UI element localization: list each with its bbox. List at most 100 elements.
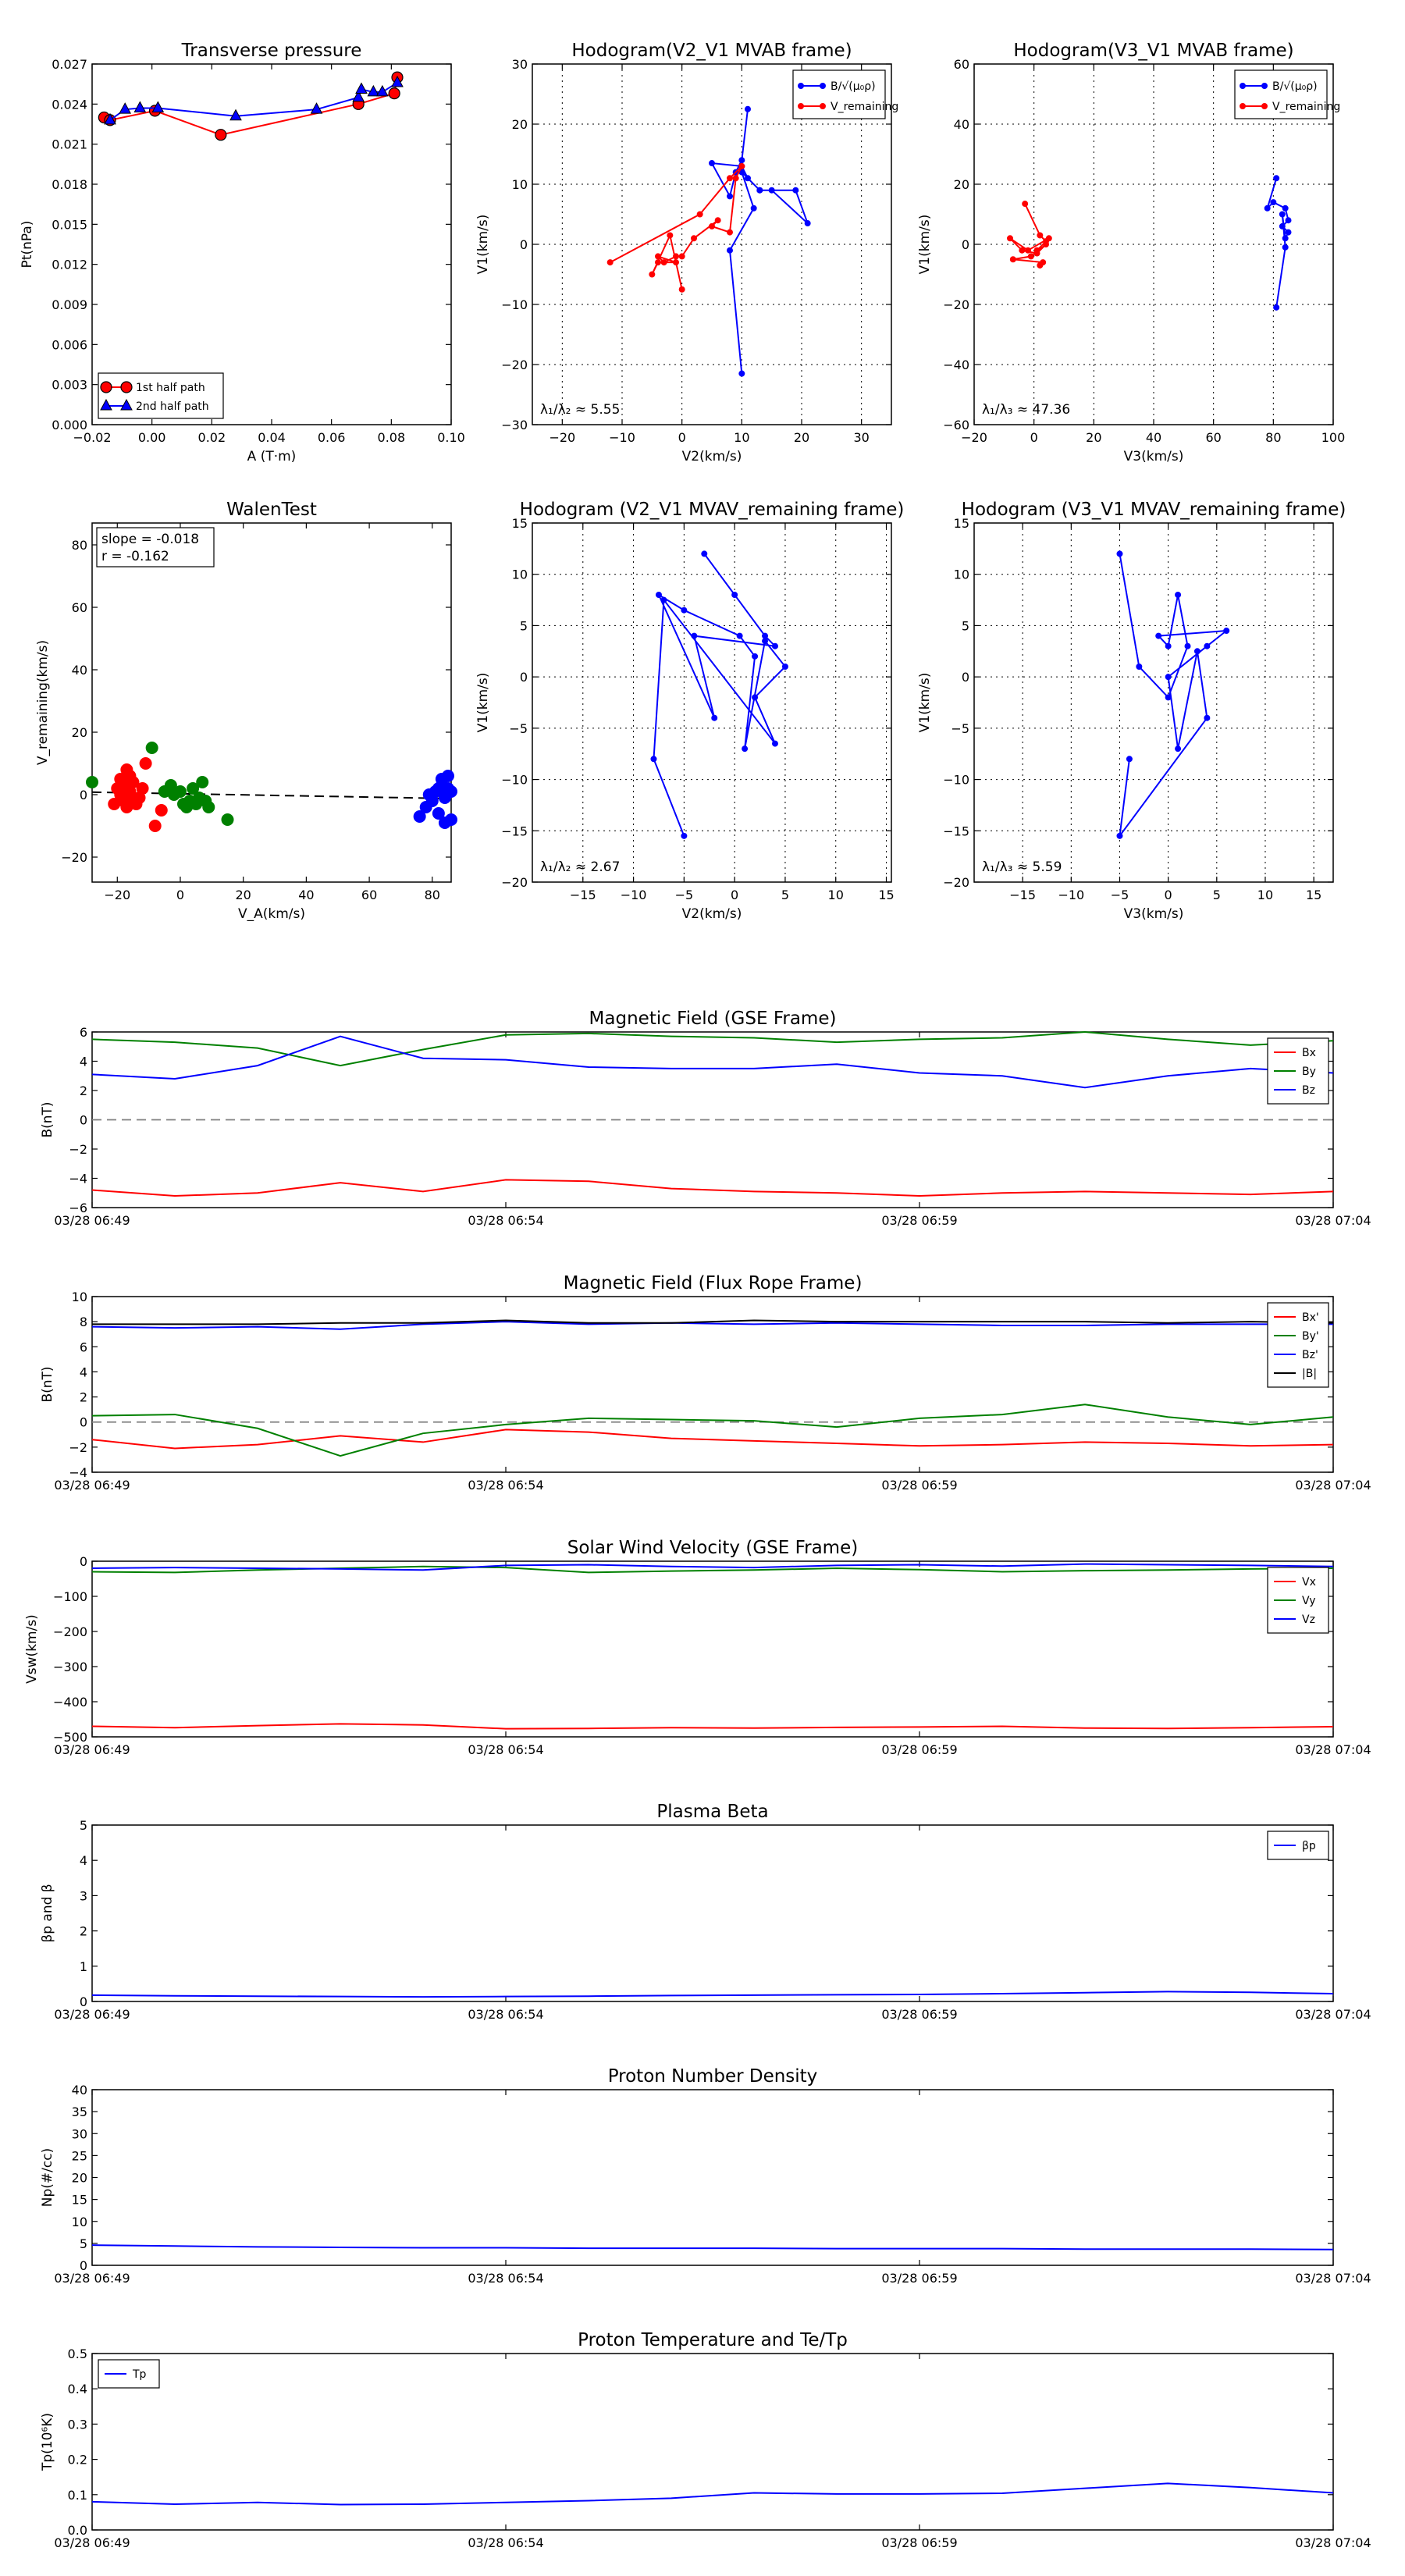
y-tick-label: −5 [509,721,528,736]
data-point [727,193,733,200]
eigenvalue-ratio-label: λ₁/λ₃ ≈ 47.36 [982,402,1070,418]
data-point [727,229,733,236]
x-tick-label: 0 [176,888,184,902]
y-axis-label: V_remaining(km/s) [35,640,51,765]
plot-frame [91,1560,1334,1738]
y-axis-label: Np(#/cc) [40,2148,55,2207]
data-point [100,381,112,393]
chart-transverse-pressure: −0.02 0.00 0.02 0.04 0.06 0.08 0.10 0.000 0.003 0… [20,41,465,464]
plot-frame [91,2353,1334,2531]
data-point [678,286,685,293]
y-tick-label: −300 [53,1660,87,1674]
x-tick-label: 03/28 06:49 [54,1742,130,1757]
data-point [1175,745,1182,753]
legend-label: Bz [1302,1084,1315,1097]
y-axis-label: V1(km/s) [917,673,933,733]
y-tick-label: 40 [72,2083,87,2097]
legend-label: |B| [1302,1368,1317,1380]
y-tick-label: 20 [72,725,87,740]
chart-magnetic-field-fluxrope: 03/28 06:49 03/28 06:54 03/28 06:59 03/28 0… [40,1273,1371,1493]
y-tick-label: 0.003 [52,378,87,393]
y-tick-label: 30 [512,57,528,72]
legend-label: Vz [1302,1614,1315,1626]
series-blue [413,770,457,829]
data-point [798,83,804,89]
data-point [736,632,743,639]
chart-title: Plasma Beta [656,1802,768,1822]
y-tick-label: 40 [954,117,969,132]
x-tick-label: 03/28 06:59 [881,2535,957,2550]
data-point [752,694,759,701]
x-tick-label: 0.06 [318,430,346,445]
chart-title: Hodogram (V2_V1 MVAV_remaining frame) [520,500,905,520]
x-tick-label: 80 [425,888,440,902]
plot-frame [91,1296,1334,1473]
x-tick-label: 03/28 06:54 [468,1213,543,1228]
y-axis-label: V1(km/s) [475,673,491,733]
x-tick-label: −0.02 [73,430,111,445]
y-tick-label: 80 [72,538,87,553]
data-point [1223,628,1230,634]
data-point [691,632,698,639]
y-axis-label: V1(km/s) [917,215,933,275]
data-point [1155,632,1162,639]
data-point [1019,247,1026,254]
series-v-remaining [1007,201,1052,269]
y-tick-label: 5 [962,618,969,633]
data-point [1043,241,1049,247]
chart-solar-wind-velocity: 03/28 06:49 03/28 06:54 03/28 06:59 03/28 0… [24,1538,1371,1757]
data-point [1027,253,1034,260]
y-tick-label: 0.018 [52,177,87,192]
y-tick-label: 10 [72,2215,87,2229]
series-vx-line [91,1723,1334,1730]
y-tick-label: 0.021 [52,137,87,152]
y-tick-label: −20 [61,850,87,865]
y-tick-label: 0 [80,788,87,802]
series-blue [650,550,788,839]
chart-walen-test: −20 0 20 40 60 80 −20 0 20 40 60 80 WalenTest V_A(km/… [35,500,457,922]
x-tick-label: 03/28 06:54 [468,2535,543,2550]
x-tick-label: 03/28 06:49 [54,1213,130,1228]
x-axis-label: V3(km/s) [1124,906,1184,922]
x-axis-label: A (T·m) [247,449,297,464]
data-point [1033,250,1040,257]
series-bx-line [91,1179,1334,1197]
data-point [388,87,400,100]
x-tick-label: 10 [828,888,844,902]
data-point [660,259,667,266]
data-point [145,742,158,754]
data-point [667,232,674,239]
data-point [731,592,738,598]
data-point [173,785,187,798]
data-point [1165,674,1172,681]
x-tick-label: 80 [1265,430,1281,445]
x-tick-label: −20 [961,430,987,445]
x-tick-label: 03/28 06:49 [54,2007,130,2022]
data-point [86,776,98,788]
chart-title: Transverse pressure [181,41,362,61]
legend-label: Vy [1302,1595,1316,1607]
data-point [820,103,826,109]
plot-frame [532,522,892,883]
chart-hodogram-v3v1-mvab: −20 0 20 40 60 80 100 −60 −40 −20 0 20 40 60 Hodogram(… [917,41,1345,464]
x-tick-label: 03/28 06:49 [54,2535,130,2550]
legend: B/√(μ₀ρ) V_remaining [792,69,898,119]
series-2nd-half-path [104,75,404,125]
data-point [151,101,165,112]
y-tick-label: 1 [80,1959,87,1974]
y-tick-label: −400 [53,1695,87,1710]
chart-title: WalenTest [226,500,317,520]
chart-magnetic-field-gse: 03/28 06:49 03/28 06:54 03/28 06:59 03/28 0… [40,1009,1371,1228]
x-tick-label: 30 [853,430,869,445]
y-tick-label: −500 [53,1730,87,1745]
x-tick-label: 03/28 06:59 [881,1478,957,1493]
data-point [781,664,788,670]
data-point [1007,235,1013,242]
data-point [355,82,368,94]
x-tick-label: −5 [675,888,694,902]
y-tick-label: −4 [69,1465,87,1480]
legend: 1st half path 2nd half path [98,372,224,419]
legend-label: Bz' [1302,1349,1318,1361]
legend-box [1267,1302,1329,1388]
data-point [678,253,685,260]
